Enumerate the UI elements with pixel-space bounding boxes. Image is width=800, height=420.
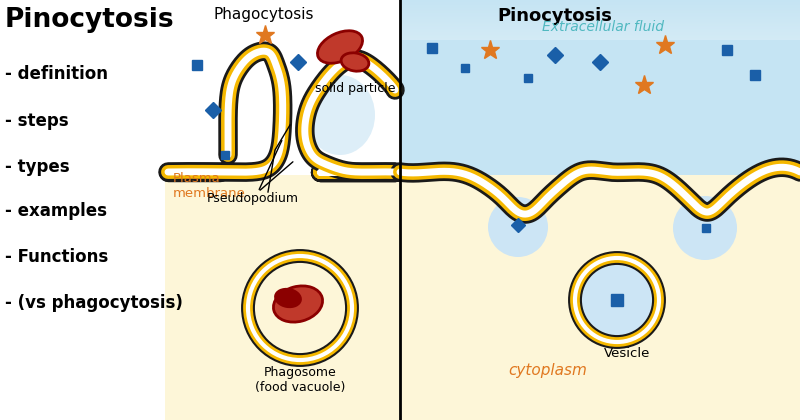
FancyBboxPatch shape (400, 16, 800, 17)
FancyBboxPatch shape (400, 11, 800, 12)
FancyBboxPatch shape (400, 28, 800, 29)
FancyBboxPatch shape (400, 175, 800, 420)
Text: Extracellular fluid: Extracellular fluid (542, 20, 664, 34)
Text: Phagocytosis: Phagocytosis (213, 7, 314, 22)
Circle shape (240, 248, 360, 368)
FancyBboxPatch shape (400, 37, 800, 38)
Ellipse shape (305, 75, 375, 155)
FancyBboxPatch shape (400, 26, 800, 27)
FancyBboxPatch shape (400, 17, 800, 18)
FancyBboxPatch shape (400, 30, 800, 31)
Text: cytoplasm: cytoplasm (509, 363, 587, 378)
Text: - steps: - steps (5, 112, 69, 130)
Ellipse shape (341, 53, 369, 71)
FancyBboxPatch shape (400, 12, 800, 13)
Text: Vesicle: Vesicle (604, 347, 650, 360)
FancyBboxPatch shape (400, 32, 800, 33)
FancyBboxPatch shape (400, 39, 800, 40)
FancyBboxPatch shape (400, 34, 800, 35)
FancyBboxPatch shape (400, 0, 800, 175)
Text: Pseudopodium: Pseudopodium (207, 192, 299, 205)
FancyBboxPatch shape (400, 21, 800, 22)
Circle shape (673, 196, 737, 260)
Text: - examples: - examples (5, 202, 107, 220)
FancyBboxPatch shape (400, 38, 800, 39)
FancyBboxPatch shape (165, 175, 400, 420)
Text: Pinocytosis: Pinocytosis (497, 7, 612, 25)
Ellipse shape (274, 288, 302, 308)
FancyBboxPatch shape (400, 9, 800, 10)
FancyBboxPatch shape (400, 23, 800, 24)
FancyBboxPatch shape (400, 14, 800, 15)
Text: - types: - types (5, 158, 70, 176)
Circle shape (248, 256, 352, 360)
Circle shape (575, 258, 659, 342)
FancyBboxPatch shape (400, 24, 800, 25)
FancyBboxPatch shape (400, 20, 800, 21)
FancyBboxPatch shape (400, 31, 800, 32)
Circle shape (488, 197, 548, 257)
Ellipse shape (274, 286, 322, 322)
FancyBboxPatch shape (400, 13, 800, 14)
FancyBboxPatch shape (400, 8, 800, 9)
Circle shape (575, 258, 659, 342)
FancyBboxPatch shape (400, 35, 800, 36)
Ellipse shape (318, 31, 362, 63)
FancyBboxPatch shape (400, 18, 800, 19)
FancyBboxPatch shape (400, 19, 800, 20)
Text: Pinocytosis: Pinocytosis (5, 7, 174, 33)
FancyBboxPatch shape (400, 29, 800, 30)
FancyBboxPatch shape (400, 33, 800, 34)
Text: - definition: - definition (5, 65, 108, 83)
Text: - Functions: - Functions (5, 248, 108, 266)
Text: Phagosome
(food vacuole): Phagosome (food vacuole) (255, 366, 345, 394)
Text: solid particle: solid particle (314, 82, 395, 95)
FancyBboxPatch shape (400, 15, 800, 16)
FancyBboxPatch shape (400, 25, 800, 26)
Text: - (vs phagocytosis): - (vs phagocytosis) (5, 294, 183, 312)
Text: Plasma
membrane: Plasma membrane (173, 172, 246, 200)
FancyBboxPatch shape (400, 22, 800, 23)
FancyBboxPatch shape (400, 10, 800, 11)
FancyBboxPatch shape (400, 27, 800, 28)
FancyBboxPatch shape (400, 36, 800, 37)
